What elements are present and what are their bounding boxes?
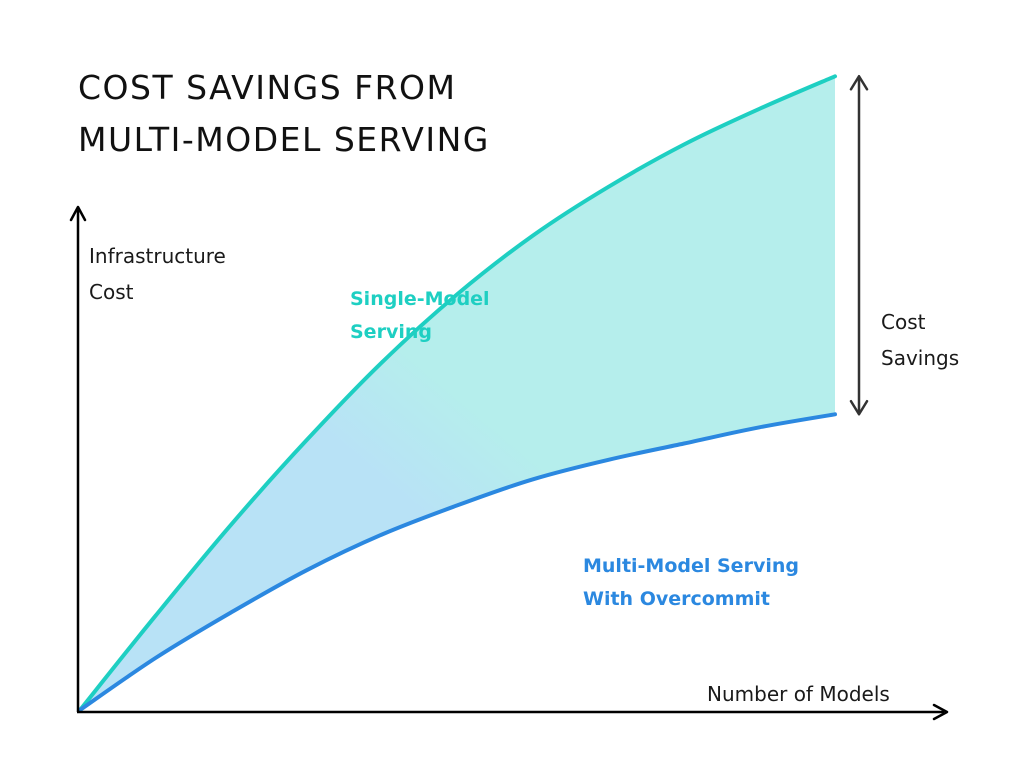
chart-title: COST SAVINGS FROM MULTI-MODEL SERVING (78, 62, 490, 166)
x-axis-label: Number of Models (707, 676, 890, 712)
cost-savings-label-line-2: Savings (881, 346, 960, 370)
multi-model-serving-line (78, 412, 837, 712)
single-model-serving-line (78, 74, 837, 712)
cost-savings-double-arrow (849, 75, 869, 416)
y-axis-label-line-2: Cost (89, 280, 134, 304)
cost-savings-area (80, 76, 835, 711)
single-model-serving-label-line-2: Serving (350, 321, 432, 343)
chart-title-line-2: MULTI-MODEL SERVING (78, 120, 490, 159)
y-axis-label-line-1: Infrastructure (89, 244, 226, 268)
x-axis-arrowhead (932, 703, 949, 721)
multi-model-serving-label-line-2: With Overcommit (583, 588, 770, 610)
x-axis-label-text: Number of Models (707, 682, 890, 706)
multi-model-serving-label: Multi-Model Serving With Overcommit (583, 550, 799, 616)
cost-savings-label: Cost Savings (881, 304, 959, 376)
y-axis-label: Infrastructure Cost (89, 238, 226, 310)
chart-title-line-1: COST SAVINGS FROM (78, 68, 457, 107)
single-model-serving-label-line-1: Single-Model (350, 288, 490, 310)
single-model-serving-label: Single-Model Serving (350, 283, 490, 349)
multi-model-serving-label-line-1: Multi-Model Serving (583, 555, 799, 577)
y-axis-arrowhead (69, 205, 87, 222)
cost-savings-label-line-1: Cost (881, 310, 926, 334)
